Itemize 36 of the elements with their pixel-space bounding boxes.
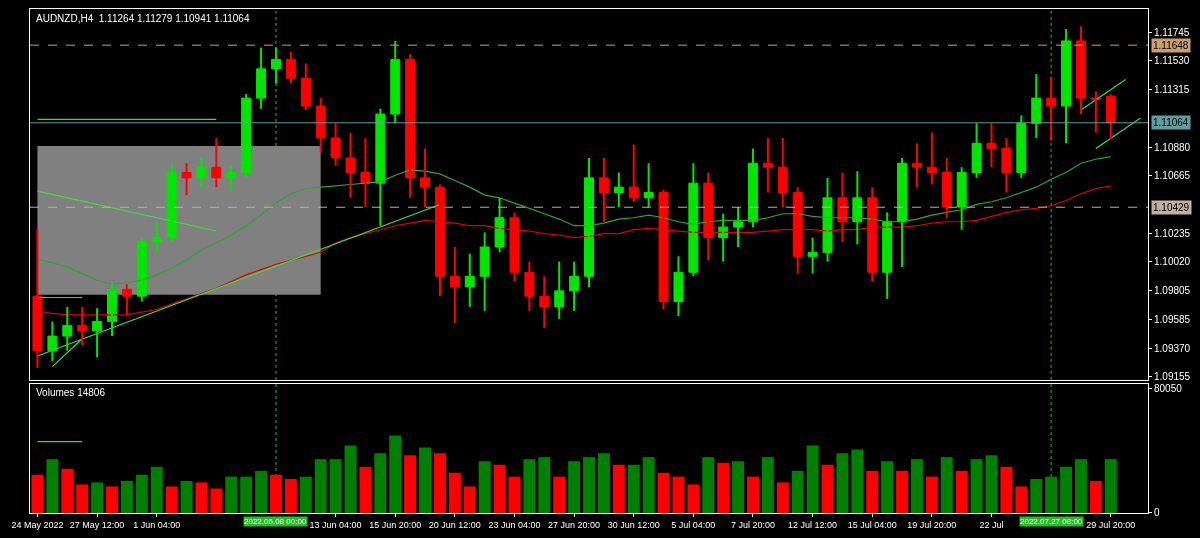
x-tick-label: 2022.06.08 00:00 [244,517,307,526]
chart-title: AUDNZD,H4 1.11264 1.11279 1.10941 1.11064 [36,13,250,24]
x-tick-label: 29 Jul 20:00 [1086,519,1136,530]
x-tick-label: 30 Jun 12:00 [607,519,660,530]
y-tick-label: 1.09370 [1154,342,1191,354]
x-tick-label: 24 May 2022 [11,519,64,530]
ref-line-label: 1.11064 [1153,117,1189,128]
ref-line-label: 1.10429 [1153,202,1190,213]
x-tick-label: 13 Jun 04:00 [309,519,362,530]
ref-line-label: 1.11648 [1153,40,1189,51]
x-tick-label: 15 Jun 20:00 [369,519,422,530]
x-tick-label: 5 Jul 04:00 [671,519,716,530]
x-tick-label: 15 Jul 04:00 [847,519,897,530]
x-tick-label: 2022.07.27 08:00 [1020,517,1083,526]
y-tick-label: 80050 [1154,382,1183,394]
x-tick-label: 27 May 12:00 [69,519,125,530]
chart-title: Volumes 14806 [36,387,106,398]
y-tick-label: 1.10235 [1154,227,1191,239]
y-tick-label: 0 [1154,507,1160,519]
y-tick-label: 1.11315 [1154,83,1190,95]
x-tick-label: 20 Jun 12:00 [428,519,481,530]
y-tick-label: 1.09805 [1154,284,1191,296]
y-tick-label: 1.09585 [1154,313,1191,325]
y-tick-label: 1.10665 [1154,170,1191,182]
x-tick-label: 27 Jun 20:00 [548,519,601,530]
x-tick-label: 19 Jul 20:00 [907,519,957,530]
x-tick-label: 1 Jun 04:00 [133,519,181,530]
y-tick-label: 1.11530 [1154,55,1190,67]
y-tick-label: 1.10020 [1154,256,1191,268]
y-tick-label: 1.09155 [1154,371,1191,383]
x-tick-label: 7 Jul 20:00 [730,519,775,530]
y-tick-label: 1.11745 [1154,26,1190,38]
x-tick-label: 12 Jul 12:00 [788,519,838,530]
x-tick-label: 23 Jun 04:00 [488,519,541,530]
y-tick-label: 1.10880 [1154,141,1191,153]
x-tick-label: 22 Jul [979,519,1004,530]
